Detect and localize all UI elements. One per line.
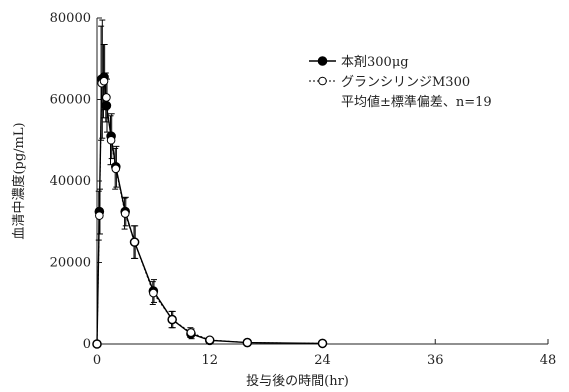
data-point (111, 164, 121, 174)
data-point (95, 211, 104, 220)
x-axis-title: 投与後の時間(hr) (246, 373, 349, 388)
data-point (205, 335, 215, 345)
data-point (102, 93, 111, 102)
data-point (318, 339, 327, 348)
y-tick-label: 80000 (50, 11, 91, 26)
x-tick-label: 24 (314, 353, 331, 368)
legend: 本剤300μg グランシリンジM300 平均値±標準偏差、n=19 (309, 54, 492, 110)
series-2 (92, 25, 327, 349)
data-point (106, 135, 116, 145)
series-line (96, 75, 323, 345)
y-axis-title: 血清中濃度(pg/mL) (11, 122, 27, 239)
x-tick-label: 0 (93, 353, 101, 368)
y-tick-label: 40000 (50, 174, 91, 189)
data-point (167, 315, 177, 324)
legend-marker-series-2 (318, 76, 327, 86)
data-point (149, 288, 158, 298)
x-tick-label: 48 (540, 353, 557, 368)
data-point (243, 338, 252, 347)
axes-layer: 0 20000 40000 60000 80000 0 12 24 36 48 (50, 11, 557, 368)
legend-label-series-1: 本剤300μg (341, 54, 409, 70)
series-layer (92, 19, 328, 349)
data-point (99, 76, 109, 86)
y-tick-label: 20000 (50, 256, 91, 271)
data-point (92, 339, 102, 349)
x-tick-label: 12 (201, 353, 218, 368)
legend-note: 平均値±標準偏差、n=19 (341, 94, 492, 110)
series-1 (92, 19, 328, 349)
y-tick-label: 60000 (50, 93, 91, 108)
legend-label-series-2: グランシリンジM300 (341, 75, 470, 90)
legend-marker-series-1 (317, 56, 328, 66)
series-line (96, 80, 323, 345)
x-tick-label: 36 (427, 353, 444, 368)
data-point (130, 237, 139, 247)
data-point (120, 209, 130, 218)
data-point (186, 328, 196, 337)
y-tick-label: 0 (83, 337, 91, 352)
